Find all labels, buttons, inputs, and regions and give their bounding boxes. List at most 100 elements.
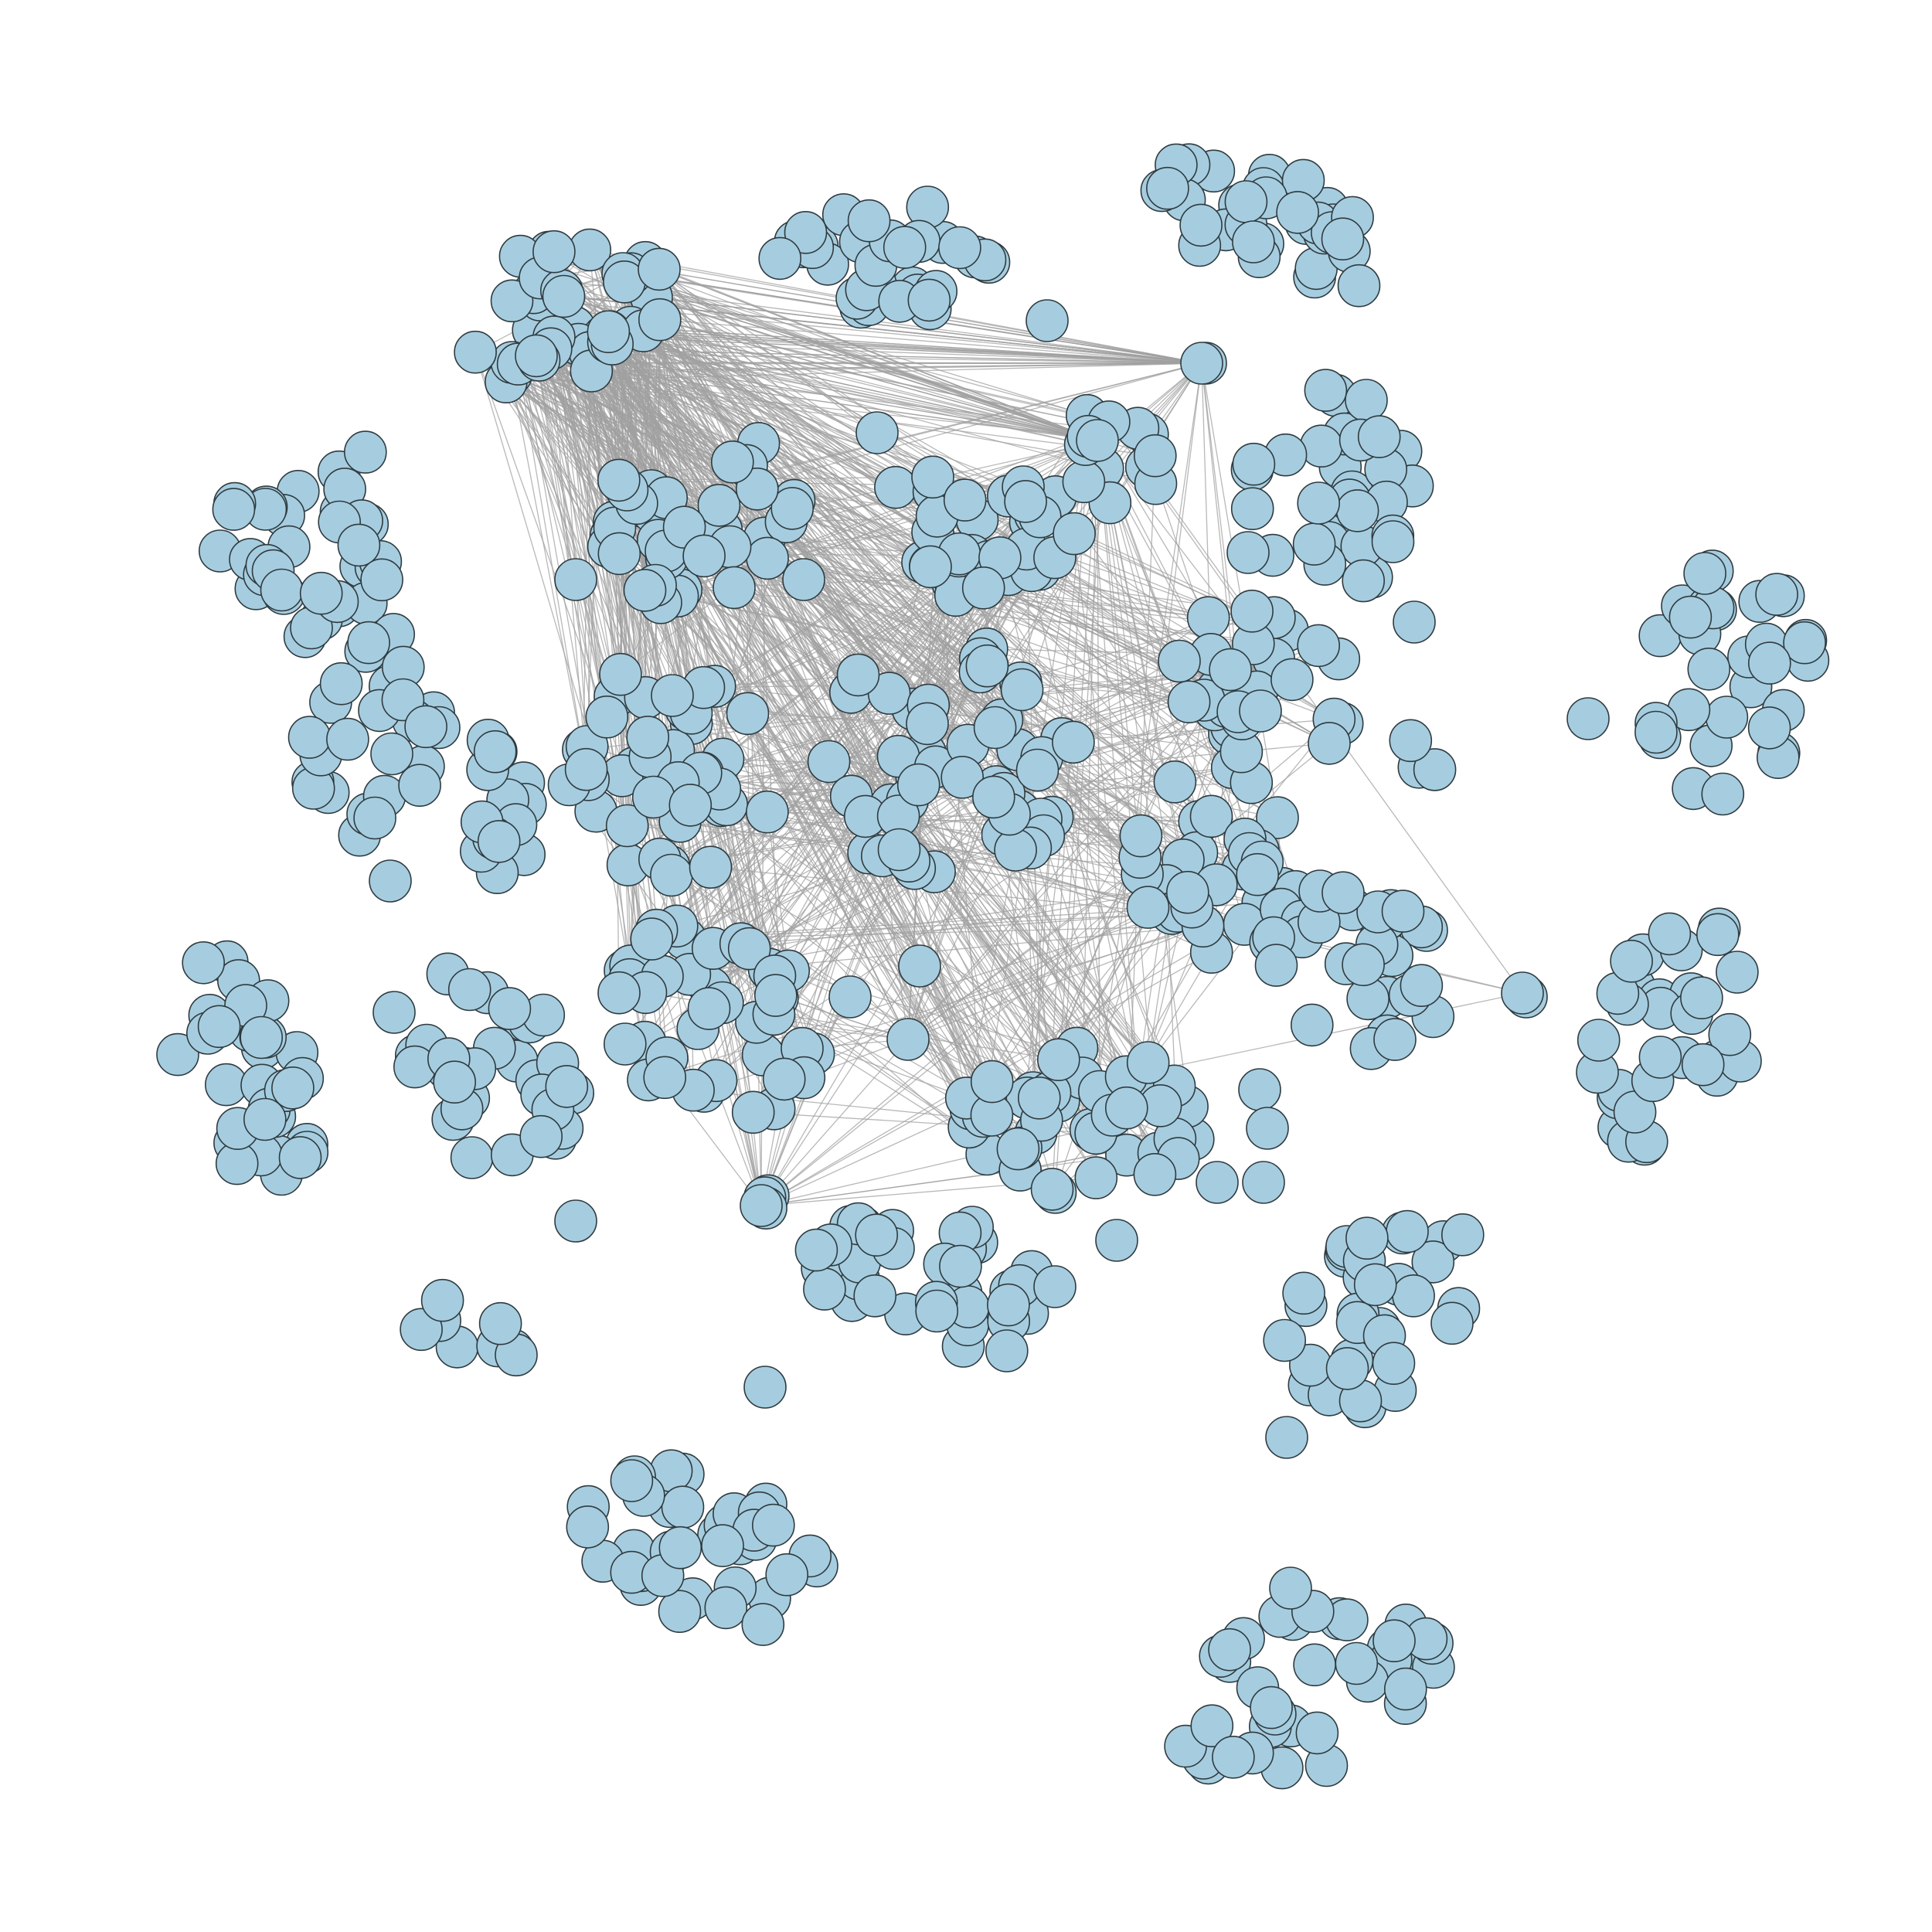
graph-node [372, 991, 416, 1034]
graph-node [701, 1524, 744, 1567]
graph-node [610, 1459, 654, 1502]
graph-node [1190, 1704, 1234, 1747]
graph-node [240, 1015, 284, 1060]
graph-node [597, 458, 641, 502]
graph-node [197, 1005, 241, 1049]
graph-edge [512, 362, 1319, 647]
graph-node [1708, 1012, 1752, 1056]
graph-node [400, 1308, 443, 1352]
graph-node [1212, 1736, 1255, 1779]
graph-node [661, 1485, 705, 1529]
graph-node [853, 1274, 896, 1318]
graph-node [1386, 1209, 1429, 1253]
graph-node [1133, 1153, 1177, 1196]
graph-node [473, 730, 517, 774]
graph-node [1716, 951, 1759, 994]
graph-node [1342, 943, 1385, 987]
graph-node [564, 747, 608, 791]
graph-node [658, 1526, 702, 1570]
graph-node [847, 199, 891, 243]
graph-node [877, 828, 921, 872]
graph-node [1153, 760, 1197, 804]
graph-node [1238, 1068, 1281, 1111]
graph-node [906, 702, 949, 746]
graph-node [369, 859, 412, 903]
graph-node [1400, 964, 1444, 1007]
graph-node [687, 987, 731, 1030]
graph-edge [747, 713, 909, 1040]
graph-edge [671, 874, 993, 1083]
graph-node [1325, 1347, 1369, 1390]
graph-node [353, 796, 396, 840]
graph-node [1018, 1077, 1061, 1120]
graph-node [704, 1586, 748, 1630]
graph-node [156, 1032, 199, 1077]
graph-node [1372, 1342, 1416, 1385]
graph-node [1680, 976, 1723, 1019]
graph-edge [573, 326, 1202, 364]
graph-node [898, 944, 941, 988]
graph-edge [591, 362, 1202, 372]
graph-node [1634, 710, 1678, 754]
graph-node [1577, 1019, 1621, 1062]
graph-edge [1201, 362, 1278, 818]
graph-node [1282, 1271, 1325, 1315]
graph-node [532, 230, 576, 274]
graph-node [1052, 720, 1095, 764]
graph-edge [539, 299, 1204, 927]
graph-node [212, 488, 256, 531]
graph-node [450, 1136, 494, 1179]
graph-edge [678, 782, 1060, 1102]
graph-edge [651, 297, 1036, 515]
graph-node [836, 653, 880, 697]
graph-node [1232, 220, 1275, 264]
graph-node [1683, 552, 1726, 595]
graph-edge [767, 558, 1097, 1134]
graph-node [1232, 442, 1276, 486]
graph-hub-node [740, 1184, 783, 1227]
graph-node [855, 411, 899, 454]
graph-node [1242, 1161, 1285, 1204]
graph-node [1166, 870, 1209, 914]
graph-node [1755, 573, 1798, 616]
graph-node [782, 558, 825, 601]
graph-node [1126, 1041, 1170, 1084]
graph-node [1373, 1018, 1417, 1061]
graph-edge [630, 326, 1148, 435]
graph-node [1353, 1263, 1397, 1307]
graph-edge [553, 336, 1098, 441]
graph-node [650, 853, 693, 897]
graph-node [1033, 1265, 1077, 1308]
graph-edge [760, 719, 1335, 1206]
graph-edge [685, 913, 1172, 940]
graph-node [758, 236, 802, 281]
graph-node [260, 568, 304, 612]
graph-node [360, 558, 403, 602]
graph-node [1389, 719, 1433, 763]
graph-node [855, 1213, 898, 1257]
graph-node [1747, 706, 1791, 750]
graph-edge [550, 348, 1202, 364]
graph-node [746, 790, 789, 834]
graph-node [1146, 166, 1189, 210]
graph-node [1566, 697, 1610, 740]
graph-node [1256, 796, 1299, 839]
graph-edge [604, 335, 1098, 441]
graph-node [1297, 481, 1340, 525]
graph-node [1668, 595, 1713, 639]
graph-node [1293, 1643, 1336, 1687]
graph-edge [1032, 817, 1053, 1094]
graph-node [1321, 871, 1365, 914]
graph-node [972, 775, 1015, 819]
graph-node [299, 571, 343, 615]
graph-node [1430, 1301, 1474, 1345]
graph-edge [1097, 440, 1160, 1154]
graph-edge [553, 336, 1043, 758]
graph-node [883, 226, 927, 269]
graph-edge [709, 710, 1261, 988]
graph-node [987, 1283, 1030, 1327]
graph-node [278, 1136, 322, 1179]
graph-node [599, 652, 642, 696]
graph-node [326, 717, 369, 761]
graph-node [587, 310, 631, 354]
